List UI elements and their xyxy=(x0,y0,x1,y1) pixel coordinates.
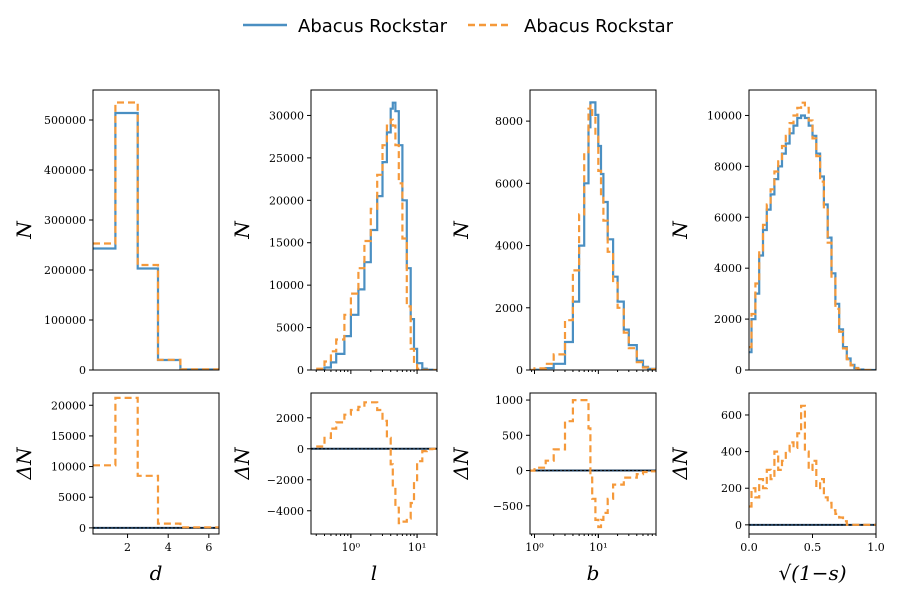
y-tick-label: 1000 xyxy=(495,394,523,407)
x-tick-label: 4 xyxy=(165,541,172,554)
y-tick-label: 0 xyxy=(516,465,523,478)
y-tick-label: 20000 xyxy=(269,194,304,207)
y-tick-label: 5000 xyxy=(276,322,304,335)
axes-frame xyxy=(92,89,220,371)
legend-label-solid: Abacus Rockstar xyxy=(298,16,448,37)
axes-frame xyxy=(310,392,438,535)
series-line-dashed xyxy=(530,399,656,529)
y-tick-label: 6000 xyxy=(495,177,523,190)
y-tick-label: 2000 xyxy=(714,313,742,326)
y-tick-label: 300000 xyxy=(44,214,86,227)
y-tick-label: −2000 xyxy=(267,474,304,487)
series-line-dashed xyxy=(93,101,219,370)
y-tick-label: 0 xyxy=(79,364,86,377)
y-tick-label: −4000 xyxy=(267,505,304,518)
x-tick-label: 0.0 xyxy=(740,541,758,554)
axes-frame xyxy=(529,89,657,371)
y-tick-label: 0 xyxy=(297,443,304,456)
y-tick-label: 0 xyxy=(297,364,304,377)
x-axis-label: d xyxy=(150,561,163,585)
series-line-solid xyxy=(530,101,656,370)
x-tick-label: 2 xyxy=(124,541,131,554)
series-line-dashed xyxy=(749,101,876,370)
panel-s-difference: 0 200 400 600 0.0 0.5 1.0 ΔN √(1−s) xyxy=(668,392,885,585)
x-axis-label: l xyxy=(371,561,377,585)
y-tick-label: 400000 xyxy=(44,164,86,177)
y-tick-label: 15000 xyxy=(269,237,304,250)
y-axis-label: N xyxy=(668,220,692,240)
x-tick-label: 1.0 xyxy=(867,541,885,554)
x-axis-label: √(1−s) xyxy=(778,561,846,585)
panel-l-difference: −4000 −2000 0 2000 10⁰ 10¹ ΔN l xyxy=(230,392,438,585)
y-tick-label: 4000 xyxy=(714,262,742,275)
panel-d-counts: 0 100000 200000 300000 400000 500000 N xyxy=(12,89,220,377)
series-line-dashed xyxy=(93,396,219,529)
y-tick-label: 200000 xyxy=(44,264,86,277)
y-tick-label: 2000 xyxy=(495,302,523,315)
series-line-dashed xyxy=(316,401,437,525)
series-line-dashed xyxy=(316,118,437,370)
y-axis-label: N xyxy=(12,220,36,240)
y-tick-label: 100000 xyxy=(44,314,86,327)
y-tick-label: 2000 xyxy=(276,412,304,425)
panel-b-difference: −500 0 500 1000 10⁰ 10¹ ΔN b xyxy=(449,392,657,585)
axes-frame xyxy=(310,89,438,371)
x-tick-label: 10⁰ xyxy=(525,541,544,554)
y-tick-label: 0 xyxy=(516,364,523,377)
y-tick-label: 20000 xyxy=(51,399,86,412)
series-line-solid xyxy=(316,101,437,370)
y-axis-label: ΔN xyxy=(230,446,254,480)
series-line-solid xyxy=(93,111,219,370)
x-tick-label: 10¹ xyxy=(408,541,426,554)
x-axis-label: b xyxy=(587,561,600,585)
axes-frame xyxy=(748,392,877,535)
series-line-dashed xyxy=(749,404,876,526)
y-tick-label: 600 xyxy=(721,409,742,422)
y-axis-label: ΔN xyxy=(668,446,692,480)
panel-b-counts: 0 2000 4000 6000 8000 N xyxy=(449,89,657,377)
y-tick-label: 10000 xyxy=(707,109,742,122)
y-tick-label: −500 xyxy=(493,500,523,513)
y-tick-label: 0 xyxy=(79,522,86,535)
y-tick-label: 500 xyxy=(502,429,523,442)
panel-s-counts: 0 2000 4000 6000 8000 10000 N xyxy=(668,89,877,377)
y-tick-label: 400 xyxy=(721,446,742,459)
x-tick-label: 0.5 xyxy=(804,541,822,554)
y-tick-label: 500000 xyxy=(44,114,86,127)
panel-l-counts: 0 5000 10000 15000 20000 25000 30000 N xyxy=(230,89,438,377)
y-tick-label: 5000 xyxy=(58,491,86,504)
y-tick-label: 200 xyxy=(721,482,742,495)
y-tick-label: 0 xyxy=(735,519,742,532)
y-tick-label: 10000 xyxy=(269,279,304,292)
panels: 0100000200000300000400000500000N05000100… xyxy=(12,89,885,585)
panel-d-difference: 0 5000 10000 15000 20000 2 4 6 ΔN d xyxy=(12,392,220,585)
y-tick-label: 15000 xyxy=(51,430,86,443)
axes-frame xyxy=(92,392,220,535)
legend: Abacus Rockstar Abacus Rockstar xyxy=(243,16,674,37)
y-tick-label: 8000 xyxy=(495,115,523,128)
y-tick-label: 0 xyxy=(735,364,742,377)
y-axis-label: N xyxy=(449,220,473,240)
y-tick-label: 30000 xyxy=(269,109,304,122)
axes-frame xyxy=(748,89,877,371)
y-axis-label: N xyxy=(230,220,254,240)
axes-frame xyxy=(529,392,657,535)
series-line-solid xyxy=(749,114,876,370)
y-axis-label: ΔN xyxy=(12,446,36,480)
x-tick-label: 10¹ xyxy=(589,541,607,554)
y-tick-label: 4000 xyxy=(495,240,523,253)
y-axis-label: ΔN xyxy=(449,446,473,480)
y-tick-label: 25000 xyxy=(269,152,304,165)
y-tick-label: 6000 xyxy=(714,211,742,224)
y-tick-label: 8000 xyxy=(714,160,742,173)
x-tick-label: 10⁰ xyxy=(342,541,361,554)
x-tick-label: 6 xyxy=(205,541,212,554)
y-tick-label: 10000 xyxy=(51,461,86,474)
legend-label-dashed: Abacus Rockstar xyxy=(524,16,674,37)
series-line-dashed xyxy=(530,104,656,370)
